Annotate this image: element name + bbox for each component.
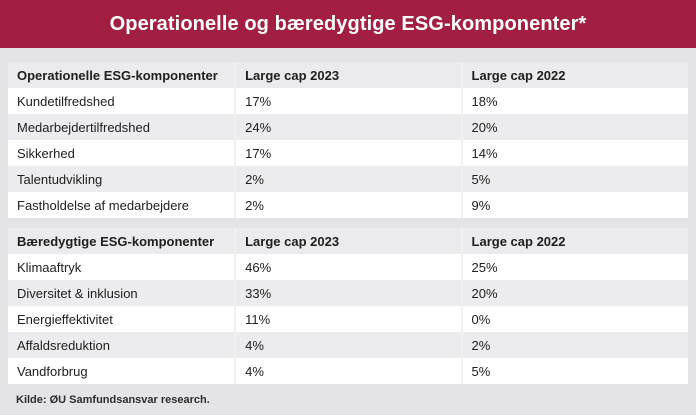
value-cell-2022: 14%	[460, 140, 688, 166]
row-label-cell: Diversitet & inklusion	[8, 280, 236, 306]
value-cell-2022: 9%	[460, 192, 688, 218]
table-row: Klimaaftryk 46% 25%	[8, 254, 688, 280]
table-row: Affaldsreduktion 4% 2%	[8, 332, 688, 358]
table-row: Fastholdelse af medarbejdere 2% 9%	[8, 192, 688, 218]
source-note: Kilde: ØU Samfundsansvar research.	[16, 394, 210, 406]
header-cell-2022: Large cap 2022	[460, 228, 688, 254]
value-cell-2022: 0%	[460, 306, 688, 332]
header-cell-component: Bæredygtige ESG-komponenter	[8, 228, 236, 254]
table-row: Kundetilfredshed 17% 18%	[8, 88, 688, 114]
section-sustainable: Bæredygtige ESG-komponenter Large cap 202…	[8, 228, 688, 384]
row-label-cell: Vandforbrug	[8, 358, 236, 384]
value-cell-2022: 2%	[460, 332, 688, 358]
value-cell-2022: 25%	[460, 254, 688, 280]
header-cell-2023: Large cap 2023	[234, 228, 462, 254]
value-cell-2023: 33%	[234, 280, 462, 306]
row-label-cell: Sikkerhed	[8, 140, 236, 166]
row-label-cell: Kundetilfredshed	[8, 88, 236, 114]
value-cell-2023: 2%	[234, 166, 462, 192]
value-cell-2022: 5%	[460, 358, 688, 384]
row-label-cell: Energieffektivitet	[8, 306, 236, 332]
section-operational: Operationelle ESG-komponenter Large cap 2…	[8, 62, 688, 218]
header-cell-2022: Large cap 2022	[460, 62, 688, 88]
table-row: Vandforbrug 4% 5%	[8, 358, 688, 384]
value-cell-2023: 46%	[234, 254, 462, 280]
page-title: Operationelle og bæredygtige ESG-kompone…	[109, 12, 587, 35]
value-cell-2023: 17%	[234, 88, 462, 114]
value-cell-2023: 11%	[234, 306, 462, 332]
row-label-cell: Affaldsreduktion	[8, 332, 236, 358]
table-row: Sikkerhed 17% 14%	[8, 140, 688, 166]
value-cell-2023: 24%	[234, 114, 462, 140]
table-row: Diversitet & inklusion 33% 20%	[8, 280, 688, 306]
value-cell-2023: 2%	[234, 192, 462, 218]
header-cell-component: Operationelle ESG-komponenter	[8, 62, 236, 88]
table-row: Medarbejdertilfredshed 24% 20%	[8, 114, 688, 140]
row-label-cell: Talentudvikling	[8, 166, 236, 192]
row-label-cell: Medarbejdertilfredshed	[8, 114, 236, 140]
row-label-cell: Klimaaftryk	[8, 254, 236, 280]
value-cell-2022: 5%	[460, 166, 688, 192]
table-row: Talentudvikling 2% 5%	[8, 166, 688, 192]
table-header-row: Operationelle ESG-komponenter Large cap 2…	[8, 62, 688, 88]
value-cell-2022: 20%	[460, 114, 688, 140]
value-cell-2022: 20%	[460, 280, 688, 306]
value-cell-2023: 17%	[234, 140, 462, 166]
table-header-row: Bæredygtige ESG-komponenter Large cap 202…	[8, 228, 688, 254]
value-cell-2023: 4%	[234, 358, 462, 384]
row-label-cell: Fastholdelse af medarbejdere	[8, 192, 236, 218]
value-cell-2022: 18%	[460, 88, 688, 114]
header-cell-2023: Large cap 2023	[234, 62, 462, 88]
title-banner: Operationelle og bæredygtige ESG-kompone…	[0, 0, 696, 48]
esg-table: Operationelle ESG-komponenter Large cap 2…	[8, 62, 688, 384]
value-cell-2023: 4%	[234, 332, 462, 358]
table-row: Energieffektivitet 11% 0%	[8, 306, 688, 332]
